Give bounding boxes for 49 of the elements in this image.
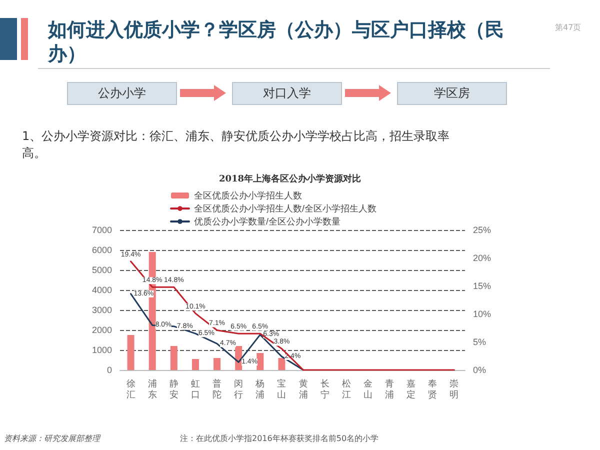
chart-subtitle: 2018年上海各区公办小学资源对比 [218, 174, 362, 184]
x-tick-label: 黄浦 [298, 378, 308, 400]
text: 注：在此优质小学指2016年杯赛获奖排名前50名的小学 [180, 433, 379, 444]
bar [170, 346, 178, 370]
y2-tick-label: 25% [473, 225, 492, 235]
chart-title: 如何进入优质小学？学区房（公办）与区户口择校（民办） [48, 18, 505, 66]
x-tick-label: 宝山 [277, 378, 286, 400]
x-tick-label: 虹口 [190, 378, 200, 400]
legend-label: 全区优质公办小学招生人数/全区小学招生人数 [194, 204, 377, 214]
x-tick-label: 奉贤 [428, 378, 438, 400]
y-tick-label: 7000 [92, 225, 112, 235]
y-tick-label: 0 [106, 365, 112, 375]
legend-label: 全区优质公办小学招生人数 [194, 190, 302, 200]
y-tick-label: 3000 [92, 305, 112, 315]
y2-tick-label: 5% [473, 337, 486, 347]
y2-tick-label: 0% [473, 365, 486, 375]
legend-label: 优质公办小学数量/全区公办小学数量 [194, 216, 341, 226]
x-tick-label: 浦东 [148, 378, 157, 400]
y2-tick-label: 10% [473, 309, 492, 319]
y-tick-label: 6000 [92, 245, 112, 255]
x-tick-label: 金山 [363, 378, 372, 400]
x-tick-label: 嘉定 [406, 378, 416, 400]
x-tick-label: 崇明 [450, 378, 459, 400]
text: 1、公办小学资源对比：徐汇、浦东、静安优质公办小学学校占比高，招生录取率高。 [22, 128, 451, 162]
line-series [130, 260, 455, 371]
x-tick-label: 闵行 [234, 378, 244, 400]
x-tick-label: 杨浦 [254, 378, 265, 400]
y-tick-label: 5000 [92, 265, 112, 275]
text: 学区房 [397, 82, 507, 105]
x-tick-label: 青浦 [385, 378, 394, 400]
y2-tick-label: 20% [473, 253, 492, 263]
bar [256, 353, 264, 370]
y-tick-label: 4000 [92, 285, 112, 295]
y-tick-label: 2000 [92, 325, 112, 335]
bar [192, 359, 199, 370]
x-tick-label: 松江 [342, 378, 351, 400]
x-tick-label: 徐汇 [126, 378, 136, 400]
text: 第47页 [555, 22, 582, 33]
y-tick-label: 1000 [92, 345, 112, 355]
text: 对口入学 [232, 82, 342, 105]
text: 资料来源：研究发展部整理 [4, 433, 100, 444]
bar [214, 358, 221, 370]
bar [278, 358, 286, 370]
bar [127, 335, 134, 370]
x-tick-label: 长宁 [320, 378, 330, 400]
y2-tick-label: 15% [473, 281, 492, 291]
text: 公办小学 [67, 82, 177, 105]
x-tick-label: 普陀 [212, 378, 222, 400]
x-tick-label: 静安 [169, 378, 178, 400]
